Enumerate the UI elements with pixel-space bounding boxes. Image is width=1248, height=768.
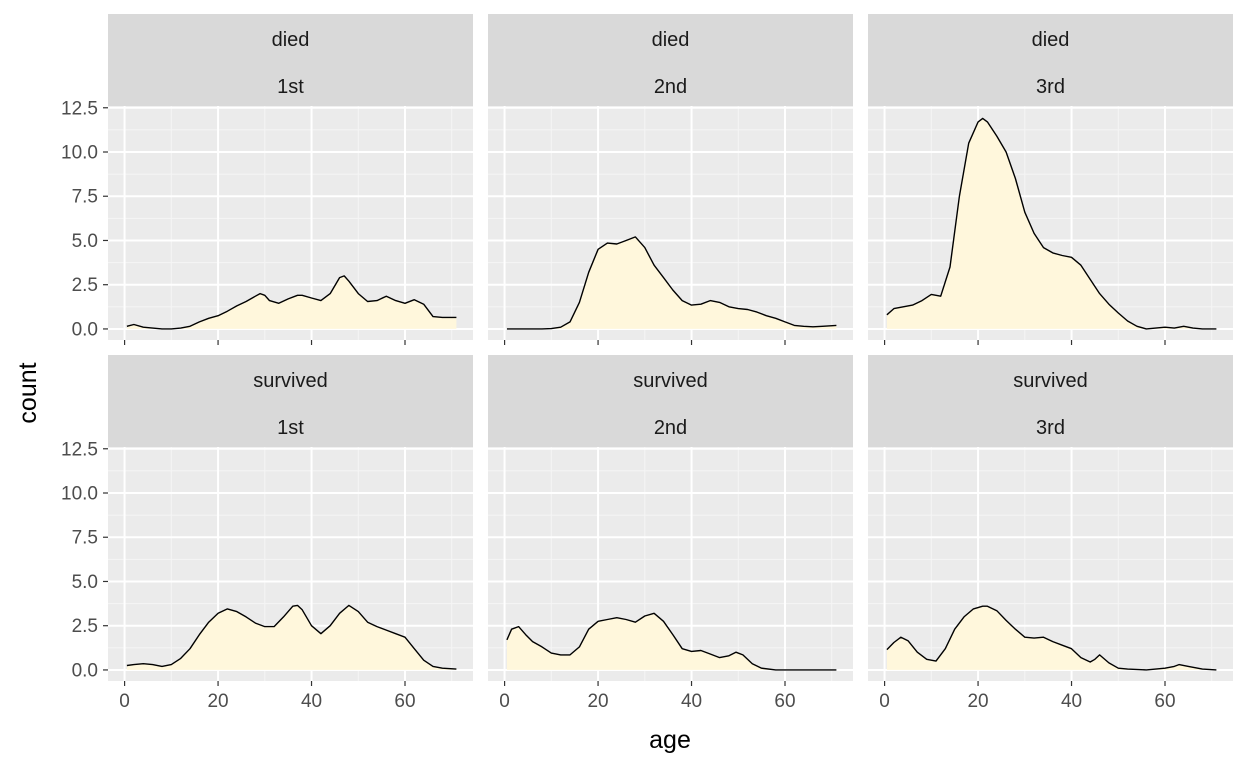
density-line bbox=[506, 612, 837, 671]
y-axis-title: count bbox=[14, 362, 42, 423]
density-area bbox=[506, 613, 837, 670]
y-tick-label: 7.5 bbox=[72, 187, 98, 208]
panel-died-3rd: died 3rd bbox=[868, 14, 1233, 340]
density-area bbox=[886, 118, 1217, 329]
density-line bbox=[506, 236, 837, 330]
density-area bbox=[126, 605, 457, 670]
x-tick-label: 40 bbox=[301, 691, 322, 712]
y-tick-label: 7.5 bbox=[72, 528, 98, 549]
strip-background bbox=[868, 355, 1233, 447]
density-line bbox=[126, 604, 457, 670]
density-line bbox=[886, 117, 1217, 330]
y-tick-label: 0.0 bbox=[72, 319, 98, 340]
x-tick-label: 0 bbox=[879, 691, 890, 712]
panel-died-2nd: died 2nd bbox=[488, 14, 853, 340]
strip-label-col: 1st bbox=[277, 417, 304, 439]
strip-label-col: 2nd bbox=[654, 76, 687, 98]
x-tick-label: 60 bbox=[1154, 691, 1175, 712]
density-line bbox=[886, 605, 1217, 671]
y-tick-label: 12.5 bbox=[61, 98, 98, 119]
strip-label-row: died bbox=[272, 29, 310, 51]
x-tick-label: 20 bbox=[207, 691, 228, 712]
y-tick-label: 10.0 bbox=[61, 484, 98, 505]
y-tick-label: 0.0 bbox=[72, 660, 98, 681]
y-tick-label: 10.0 bbox=[61, 143, 98, 164]
x-tick-label: 0 bbox=[499, 691, 510, 712]
x-tick-label: 60 bbox=[394, 691, 415, 712]
panels-layer: died1stdied2nddied3rdsurvived1stsurvived… bbox=[108, 14, 1233, 681]
x-axis-title: age bbox=[649, 726, 691, 754]
y-tick-label: 2.5 bbox=[72, 275, 98, 296]
strip-label-row: died bbox=[652, 29, 690, 51]
x-tick-label: 40 bbox=[1061, 691, 1082, 712]
strip-label-row: survived bbox=[1013, 370, 1087, 392]
strip-background bbox=[108, 355, 473, 447]
strip-label-col: 2nd bbox=[654, 417, 687, 439]
strip-background bbox=[108, 14, 473, 106]
panel-survived-3rd: survived 3rd bbox=[868, 355, 1233, 681]
strip-label-col: 3rd bbox=[1036, 76, 1065, 98]
x-tick-label: 20 bbox=[587, 691, 608, 712]
density-line bbox=[126, 275, 457, 330]
strip-background bbox=[868, 14, 1233, 106]
y-tick-label: 5.0 bbox=[72, 231, 98, 252]
x-tick-label: 40 bbox=[681, 691, 702, 712]
x-tick-label: 20 bbox=[967, 691, 988, 712]
axes-layer: 0.0 2.5 5.0 7.5 10.0 12.5 0.0 2.5 5.0 7.5 10.0 12.5… bbox=[61, 98, 1176, 712]
x-tick-label: 60 bbox=[774, 691, 795, 712]
panel-survived-1st: survived 1st bbox=[108, 355, 473, 681]
density-area bbox=[506, 236, 837, 329]
panel-survived-2nd: survived 2nd bbox=[488, 355, 853, 681]
panel-died-1st: died 1st bbox=[108, 14, 473, 340]
y-tick-label: 5.0 bbox=[72, 572, 98, 593]
y-tick-label: 12.5 bbox=[61, 439, 98, 460]
strip-label-row: survived bbox=[633, 370, 707, 392]
strip-label-row: died bbox=[1032, 29, 1070, 51]
strip-label-row: survived bbox=[253, 370, 327, 392]
strip-label-col: 1st bbox=[277, 76, 304, 98]
density-area bbox=[886, 606, 1217, 670]
y-tick-label: 2.5 bbox=[72, 616, 98, 637]
x-tick-label: 0 bbox=[119, 691, 130, 712]
strip-background bbox=[488, 355, 853, 447]
strip-background bbox=[488, 14, 853, 106]
strip-label-col: 3rd bbox=[1036, 417, 1065, 439]
density-area bbox=[126, 275, 457, 329]
